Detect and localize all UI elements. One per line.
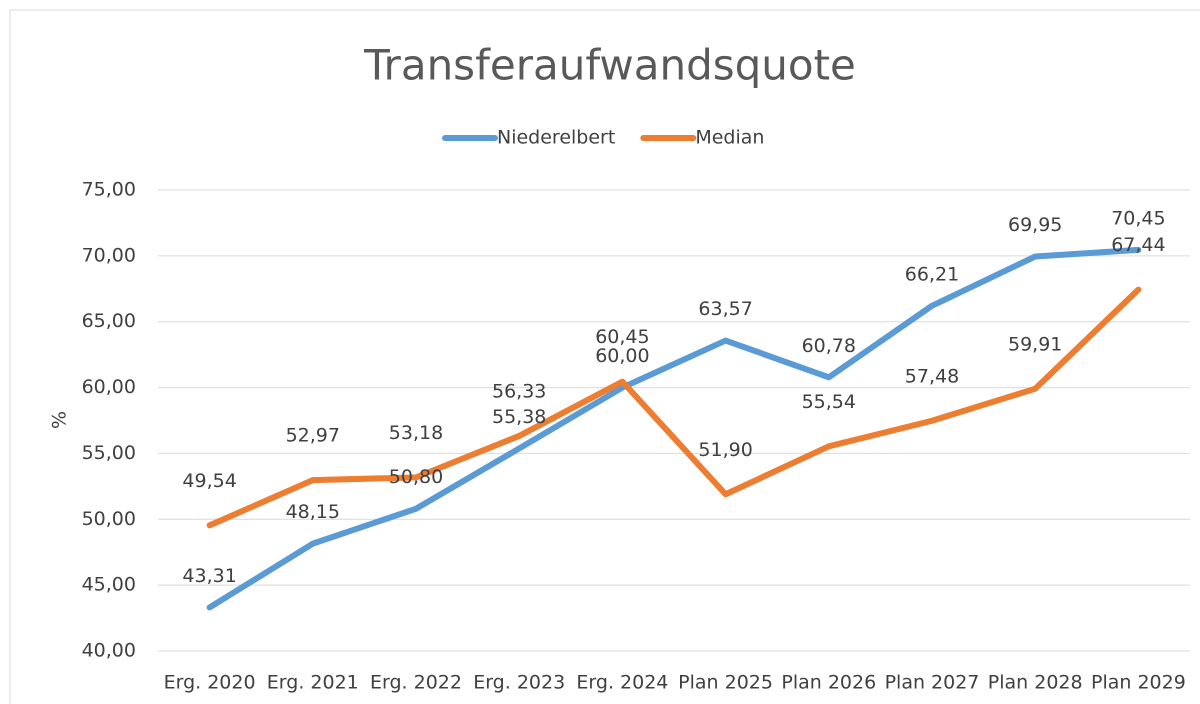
x-tick-label: Plan 2029 bbox=[1091, 672, 1186, 694]
x-tick-label: Plan 2027 bbox=[885, 672, 980, 694]
data-label: 67,44 bbox=[1111, 234, 1165, 256]
x-tick-label: Erg. 2021 bbox=[267, 672, 359, 694]
data-label: 50,80 bbox=[389, 466, 443, 488]
chart-title: Transferaufwandsquote bbox=[363, 41, 856, 90]
data-label: 69,95 bbox=[1008, 214, 1062, 236]
y-tick-label: 60,00 bbox=[82, 376, 136, 398]
data-label: 57,48 bbox=[905, 365, 959, 387]
data-label: 70,45 bbox=[1111, 207, 1165, 229]
series-line bbox=[206, 246, 1142, 611]
data-label: 43,31 bbox=[182, 565, 236, 587]
data-label: 48,15 bbox=[286, 501, 340, 523]
y-tick-label: 50,00 bbox=[82, 508, 136, 530]
data-label: 63,57 bbox=[698, 298, 752, 320]
data-label: 55,38 bbox=[492, 406, 546, 428]
x-tick-label: Erg. 2024 bbox=[576, 672, 668, 694]
data-label: 52,97 bbox=[286, 425, 340, 447]
x-tick-label: Plan 2026 bbox=[781, 672, 876, 694]
x-tick-label: Plan 2025 bbox=[678, 672, 773, 694]
x-tick-label: Erg. 2020 bbox=[164, 672, 256, 694]
data-label: 51,90 bbox=[698, 439, 752, 461]
data-label: 49,54 bbox=[182, 470, 236, 492]
y-axis-label: % bbox=[49, 411, 71, 429]
x-tick-label: Erg. 2022 bbox=[370, 672, 462, 694]
x-tick-label: Erg. 2023 bbox=[473, 672, 565, 694]
data-label: 60,45 bbox=[595, 326, 649, 348]
data-label: 53,18 bbox=[389, 422, 443, 444]
y-tick-label: 55,00 bbox=[82, 442, 136, 464]
x-tick-label: Plan 2028 bbox=[988, 672, 1083, 694]
data-label: 56,33 bbox=[492, 380, 546, 402]
data-label: 66,21 bbox=[905, 263, 959, 285]
y-tick-label: 40,00 bbox=[82, 640, 136, 662]
y-tick-label: 75,00 bbox=[82, 179, 136, 201]
y-tick-label: 45,00 bbox=[82, 574, 136, 596]
data-label: 60,00 bbox=[595, 345, 649, 367]
legend-label: Niederelbert bbox=[497, 127, 615, 149]
data-label: 59,91 bbox=[1008, 333, 1062, 355]
y-tick-label: 70,00 bbox=[82, 244, 136, 266]
y-tick-label: 65,00 bbox=[82, 310, 136, 332]
data-label: 55,54 bbox=[802, 391, 856, 413]
series-line bbox=[206, 286, 1142, 529]
data-label: 60,78 bbox=[802, 335, 856, 357]
chart-border bbox=[9, 9, 1200, 704]
legend-label: Median bbox=[695, 127, 764, 149]
